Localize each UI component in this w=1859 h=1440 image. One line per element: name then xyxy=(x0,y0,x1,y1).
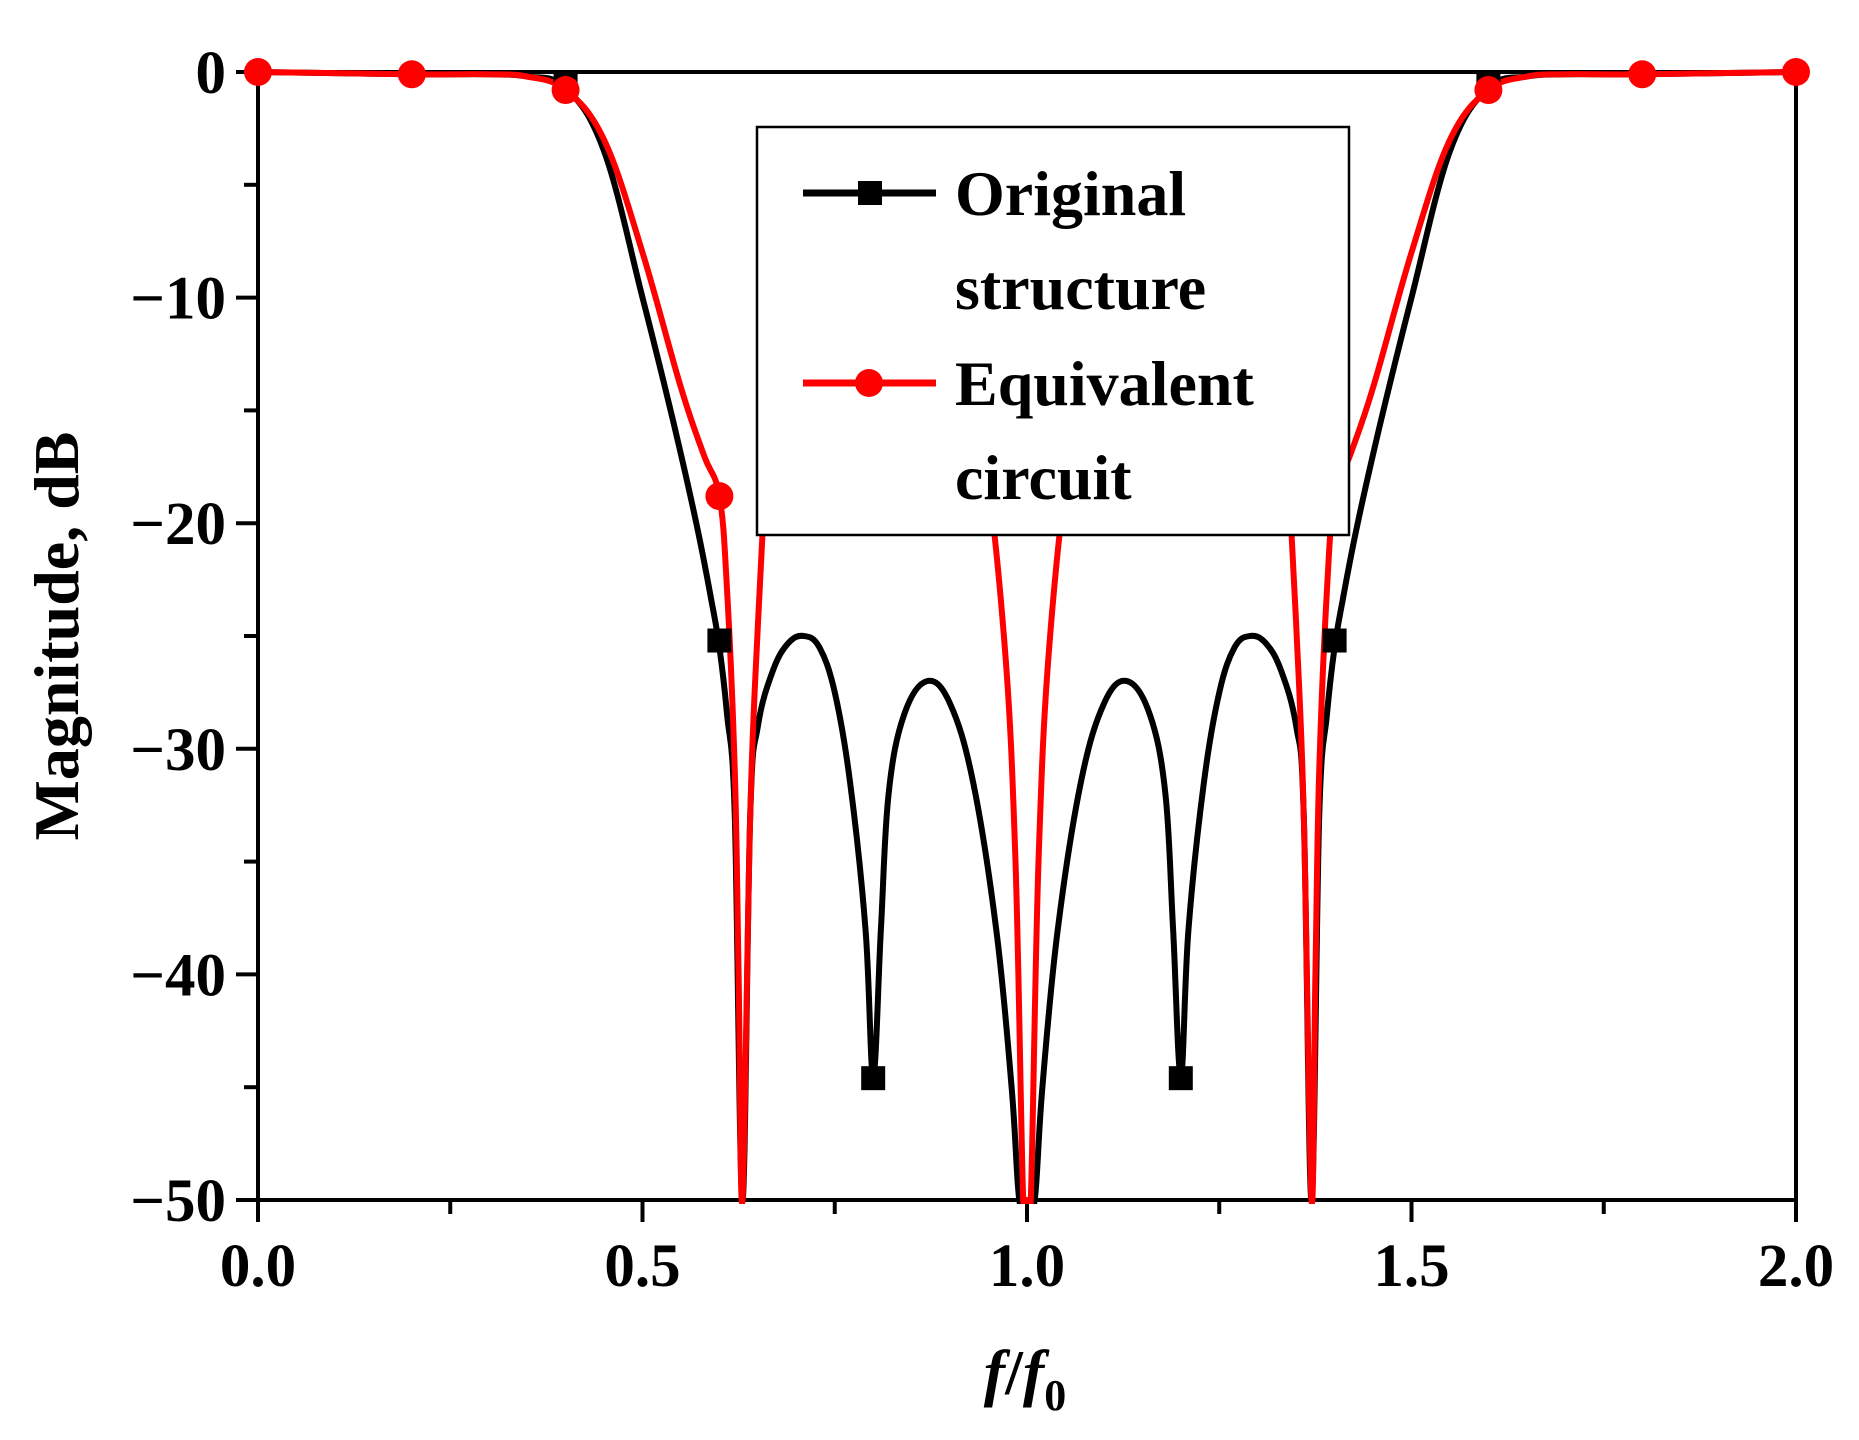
x-tick-label: 0.0 xyxy=(220,1233,296,1300)
y-axis-ticks: 0 −10 −20 −30 −40 −50 xyxy=(130,40,258,1235)
x-tick-label: 0.5 xyxy=(604,1233,680,1300)
legend-label-equivalent-line2: circuit xyxy=(955,442,1132,513)
marker-equivalent-circuit xyxy=(1474,76,1503,105)
x-tick-label: 2.0 xyxy=(1758,1233,1834,1300)
legend-marker-equivalent xyxy=(855,369,883,397)
legend-marker-original xyxy=(858,181,882,205)
legend-label-equivalent-line1: Equivalent xyxy=(955,348,1254,419)
x-axis-title-slash: / xyxy=(1004,1337,1024,1408)
x-tick-label: 1.5 xyxy=(1373,1233,1449,1300)
marker-equivalent-circuit xyxy=(397,60,426,89)
marker-original-structure xyxy=(861,1066,886,1091)
legend: Original structure Equivalent circuit xyxy=(755,125,1351,537)
marker-equivalent-circuit xyxy=(244,58,272,86)
y-tick-label: −10 xyxy=(130,266,226,333)
x-tick-label: 1.0 xyxy=(989,1233,1065,1300)
legend-label-original-line2: structure xyxy=(955,252,1206,323)
x-axis-title: f/f0 xyxy=(984,1337,1066,1420)
y-tick-label: −40 xyxy=(130,942,226,1009)
marker-original-structure xyxy=(707,628,732,653)
y-tick-label: −50 xyxy=(130,1168,226,1235)
y-tick-label: −30 xyxy=(130,717,226,784)
x-axis-ticks: 0.0 0.5 1.0 1.5 2.0 xyxy=(220,1200,1834,1300)
y-axis-title: Magnitude, dB xyxy=(21,432,92,841)
marker-equivalent-circuit xyxy=(705,482,734,511)
marker-original-structure xyxy=(1322,628,1347,653)
marker-equivalent-circuit xyxy=(551,76,580,105)
y-tick-label: 0 xyxy=(196,40,227,107)
marker-equivalent-circuit xyxy=(1628,60,1657,89)
x-axis-title-subscript: 0 xyxy=(1044,1371,1066,1420)
legend-label-original-line1: Original xyxy=(955,158,1186,229)
marker-original-structure xyxy=(1168,1066,1193,1091)
marker-equivalent-circuit xyxy=(1782,58,1810,86)
y-tick-label: −20 xyxy=(130,491,226,558)
markers-equivalent-circuit xyxy=(244,58,1810,511)
